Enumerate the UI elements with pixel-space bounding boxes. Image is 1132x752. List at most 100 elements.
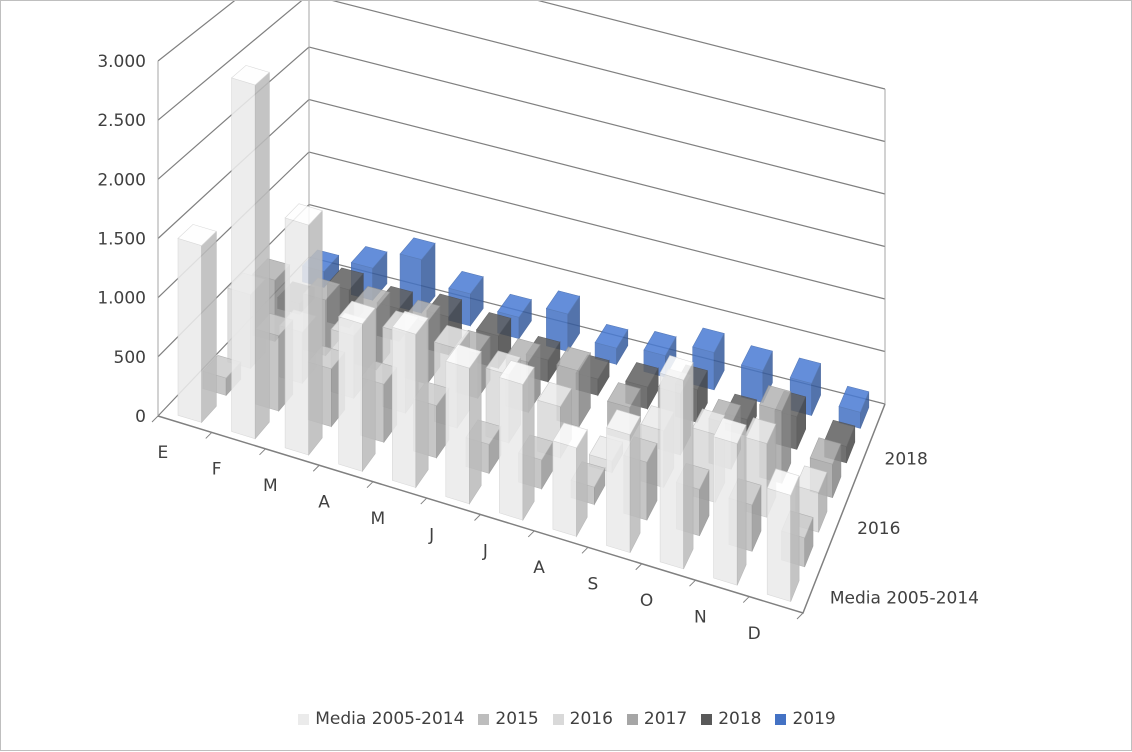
bar-top-face: [607, 382, 641, 408]
x-tick: [205, 432, 213, 439]
depth-tick-label: 2018: [885, 449, 928, 469]
bar-side-face: [254, 71, 270, 440]
bar-top-face: [284, 203, 323, 226]
x-tick: [420, 497, 428, 505]
bar-top-face: [433, 324, 470, 349]
bar-top-face: [606, 409, 641, 436]
bar-top-face: [552, 422, 588, 449]
depth-tick-label: Media 2005-2014: [830, 589, 979, 609]
bar-top-face: [838, 385, 870, 413]
legend-label: 2015: [495, 709, 539, 729]
legend-label: Media 2005-2014: [315, 709, 465, 729]
bar: [545, 290, 581, 353]
x-tick-label: N: [694, 607, 707, 627]
bar-side-face: [683, 362, 694, 570]
bar-top-face: [743, 417, 777, 444]
axes: [151, 403, 886, 620]
bar-top-face: [498, 360, 535, 385]
bar-side-face: [576, 428, 588, 538]
bar-front-face: [391, 326, 417, 488]
bar-front-face: [177, 237, 202, 423]
bar: [838, 385, 870, 429]
bar-side-face: [361, 307, 376, 473]
axis-labels: 0 500 1.000 1.500 2.000 2.500 3.000 E F M A M J J A S O N…: [97, 52, 979, 644]
bar: [740, 345, 773, 404]
bar-top-face: [692, 327, 725, 353]
x-tick: [366, 481, 374, 489]
legend-item: 2015: [478, 709, 539, 729]
y-tick-label: 3.000: [97, 52, 146, 72]
bar-top-face: [740, 345, 773, 371]
y-tick-label: 2.000: [97, 170, 146, 190]
x-tick: [689, 579, 696, 587]
y-tick-label: 0: [135, 407, 146, 427]
legend-label: 2019: [792, 709, 836, 729]
y-tick-label: 1.000: [97, 289, 146, 309]
bar-top-face: [692, 408, 726, 435]
bar-front-face: [284, 217, 310, 456]
legend-item: 2016: [552, 709, 613, 729]
gridline: [157, 1, 886, 143]
x-tick-label: E: [158, 443, 169, 463]
bar-side-face: [629, 416, 641, 553]
x-tick-label: O: [640, 591, 653, 611]
bar-front-face: [606, 427, 631, 554]
bar-top-face: [445, 344, 482, 369]
bar-top-face: [338, 300, 376, 325]
bar-side-face: [522, 366, 535, 522]
bar: [766, 468, 800, 602]
bar-top-face: [789, 357, 822, 384]
x-tick: [635, 563, 643, 571]
x-tick: [581, 546, 589, 554]
bar-top-face: [475, 312, 512, 337]
bar: [606, 409, 641, 554]
x-tick-label: F: [212, 460, 222, 480]
y-tick-label: 1.500: [97, 230, 146, 250]
bar-top-face: [556, 346, 591, 372]
legend-swatch: [298, 713, 310, 725]
bar-top-face: [230, 65, 270, 86]
bar: [552, 422, 588, 538]
x-tick-label: J: [482, 542, 488, 562]
bar: [659, 355, 694, 570]
bar-top-face: [659, 355, 694, 381]
bar-side-face: [308, 209, 323, 456]
legend-swatch: [701, 713, 713, 725]
legend-item: 2017: [626, 709, 687, 729]
bar-front-face: [231, 77, 256, 440]
bar-side-face: [736, 424, 747, 586]
bar-front-face: [499, 376, 524, 521]
x-tick-label: A: [318, 492, 330, 512]
bar-front-face: [713, 436, 738, 586]
x-tick-label: D: [748, 624, 761, 644]
bar-top-face: [545, 290, 581, 315]
bar: [391, 310, 429, 489]
x-tick-label: A: [533, 558, 545, 578]
bar-top-face: [643, 331, 677, 357]
bar-side-face: [790, 475, 800, 602]
legend-label: 2018: [718, 709, 762, 729]
bar-top-face: [391, 310, 429, 335]
legend-swatch: [775, 713, 787, 725]
x-tick-label: M: [371, 509, 386, 529]
bar-front-face: [445, 360, 470, 505]
bars: [177, 65, 870, 602]
x-tick: [312, 464, 320, 472]
x-tick: [474, 514, 481, 521]
y-tick-label: 2.500: [97, 111, 146, 131]
x-tick: [527, 530, 535, 538]
bar-side-face: [469, 350, 482, 505]
bar: [338, 300, 376, 473]
legend-swatch: [478, 713, 490, 725]
x-tick: [742, 596, 750, 603]
bar: [284, 203, 323, 456]
x-tick-label: J: [428, 525, 434, 545]
bar-top-face: [594, 323, 629, 349]
bar: [177, 224, 217, 424]
bar: [498, 360, 535, 522]
bar-front-face: [766, 487, 792, 602]
bar-top-face: [625, 362, 659, 388]
bar-top-face: [795, 465, 828, 493]
